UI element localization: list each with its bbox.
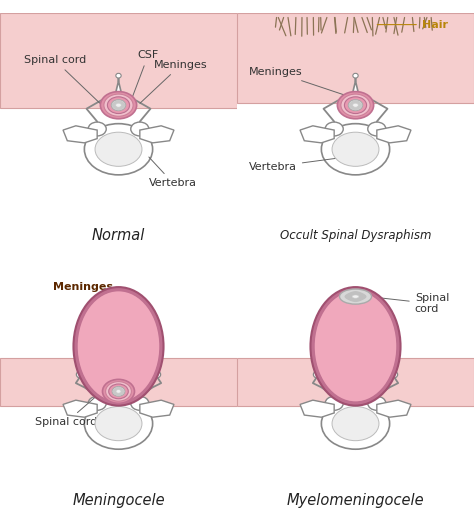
Text: Spinal cord: Spinal cord <box>35 393 100 427</box>
Polygon shape <box>377 126 411 143</box>
Ellipse shape <box>77 291 160 402</box>
Ellipse shape <box>352 295 359 298</box>
Ellipse shape <box>95 406 142 440</box>
Ellipse shape <box>353 74 358 78</box>
Ellipse shape <box>106 382 131 401</box>
Ellipse shape <box>76 371 86 379</box>
Ellipse shape <box>112 386 125 396</box>
Ellipse shape <box>345 97 366 113</box>
Ellipse shape <box>353 103 358 107</box>
Ellipse shape <box>73 287 164 406</box>
Bar <box>0 358 237 406</box>
Ellipse shape <box>314 291 397 402</box>
Text: Vertebra: Vertebra <box>149 157 197 188</box>
Polygon shape <box>350 75 361 107</box>
Polygon shape <box>300 126 334 143</box>
Ellipse shape <box>95 132 142 166</box>
Ellipse shape <box>339 289 372 304</box>
Ellipse shape <box>332 132 379 166</box>
Bar <box>237 13 474 103</box>
Ellipse shape <box>100 91 137 119</box>
Ellipse shape <box>88 396 106 410</box>
Ellipse shape <box>108 97 129 113</box>
Ellipse shape <box>104 94 133 116</box>
Text: Meninges: Meninges <box>140 60 208 103</box>
Ellipse shape <box>131 122 149 136</box>
Text: CSF: CSF <box>133 50 159 97</box>
Ellipse shape <box>325 396 343 410</box>
Ellipse shape <box>109 384 128 399</box>
Text: Meningocele: Meningocele <box>72 493 165 508</box>
Polygon shape <box>377 400 411 417</box>
Ellipse shape <box>368 396 386 410</box>
Ellipse shape <box>341 94 370 116</box>
Polygon shape <box>300 400 334 417</box>
Bar <box>0 13 237 108</box>
Polygon shape <box>349 101 362 110</box>
Ellipse shape <box>310 287 401 406</box>
Ellipse shape <box>116 390 121 393</box>
Text: Normal: Normal <box>92 228 145 243</box>
Text: Vertebra: Vertebra <box>249 153 376 172</box>
Ellipse shape <box>388 371 398 379</box>
Polygon shape <box>113 387 124 395</box>
Text: Spinal cord: Spinal cord <box>24 55 100 103</box>
Ellipse shape <box>368 122 386 136</box>
Ellipse shape <box>131 396 149 410</box>
Text: Occult Spinal Dysraphism: Occult Spinal Dysraphism <box>280 229 431 242</box>
Text: Meninges: Meninges <box>249 67 372 104</box>
Polygon shape <box>63 400 97 417</box>
Text: Hair: Hair <box>377 19 448 29</box>
Ellipse shape <box>84 398 153 449</box>
Ellipse shape <box>313 371 323 379</box>
Ellipse shape <box>102 380 135 403</box>
Ellipse shape <box>321 124 390 175</box>
Text: CSF: CSF <box>80 322 116 340</box>
Polygon shape <box>113 75 124 107</box>
Ellipse shape <box>116 103 121 107</box>
Polygon shape <box>345 292 366 301</box>
Polygon shape <box>140 126 174 143</box>
Polygon shape <box>112 101 125 110</box>
Ellipse shape <box>337 91 374 119</box>
Text: Meninges: Meninges <box>53 282 118 292</box>
Ellipse shape <box>116 74 121 78</box>
Polygon shape <box>63 126 97 143</box>
Ellipse shape <box>348 100 363 111</box>
Ellipse shape <box>332 406 379 440</box>
Ellipse shape <box>321 398 390 449</box>
Text: Spinal
cord: Spinal cord <box>371 293 449 314</box>
Ellipse shape <box>151 371 161 379</box>
Ellipse shape <box>88 122 106 136</box>
Text: Myelomeningocele: Myelomeningocele <box>287 493 424 508</box>
Ellipse shape <box>111 100 126 111</box>
Polygon shape <box>140 400 174 417</box>
Bar <box>237 358 474 406</box>
Ellipse shape <box>325 122 343 136</box>
Ellipse shape <box>84 124 153 175</box>
